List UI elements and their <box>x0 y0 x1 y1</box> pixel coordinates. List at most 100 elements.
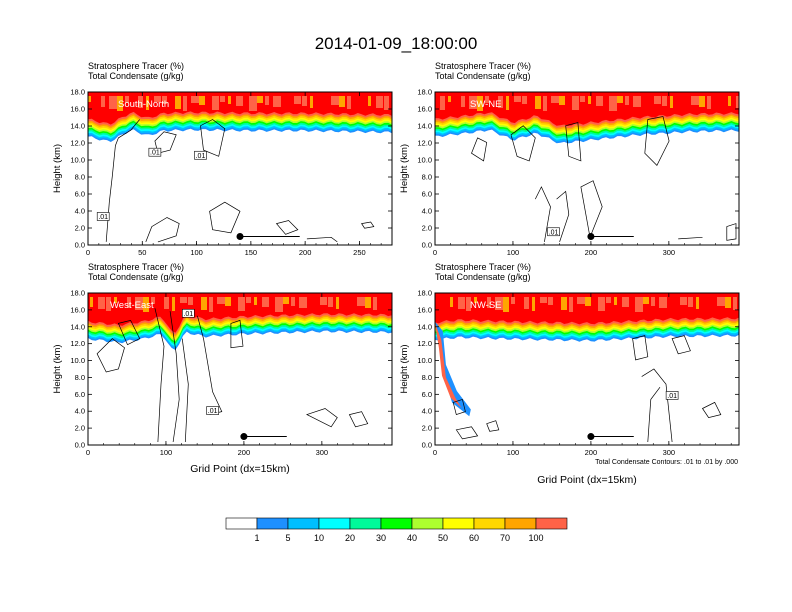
y-tick-label: 2.0 <box>422 224 432 233</box>
x-tick-label: 100 <box>507 448 520 457</box>
tracer-streak <box>294 96 301 104</box>
tracer-streak <box>320 297 327 305</box>
tracer-streak <box>699 96 705 107</box>
contour-line <box>200 119 226 157</box>
contour-label: .01 <box>667 393 677 400</box>
tracer-streak <box>188 297 193 305</box>
tracer-streak <box>109 96 117 109</box>
tracer-streak <box>696 297 699 309</box>
contour-line <box>632 335 649 361</box>
y-tick-label: 0.0 <box>75 441 85 450</box>
tracer-streak <box>588 96 591 104</box>
y-tick-label: 10.0 <box>417 156 432 165</box>
chart-panel: .01 0.0 2.0 4.0 6.0 8.0 10.0 12.0 14.0 16.0 18.0 0 1… <box>399 61 740 257</box>
tracer-streak <box>580 96 585 102</box>
tracer-streak <box>365 297 371 308</box>
tracer-streak <box>461 96 465 107</box>
y-tick-label: 16.0 <box>417 105 432 114</box>
tracer-streak <box>524 297 529 309</box>
contour-line <box>154 308 165 443</box>
y-tick-label: 0.0 <box>422 441 432 450</box>
condensate-contours <box>452 335 722 443</box>
tracer-streak <box>733 297 737 310</box>
y-tick-label: 18.0 <box>417 88 432 97</box>
y-tick-label: 10.0 <box>70 356 85 365</box>
tracer-streak <box>622 297 629 307</box>
location-dot <box>587 233 595 240</box>
tracer-streak <box>101 96 105 107</box>
tracer-streak <box>180 297 187 303</box>
tracer-streak <box>339 96 345 107</box>
panels: .01 .01 .01 0.0 2.0 4.0 6.0 8.0 10.0 12.0 14.0 16.0… <box>52 61 740 486</box>
contour-line <box>305 408 338 428</box>
contour-line <box>701 401 722 418</box>
tracer-streak <box>191 96 199 103</box>
y-tick-label: 6.0 <box>75 190 85 199</box>
tracer-streak <box>162 96 167 104</box>
contour-line <box>556 190 570 243</box>
contour-line <box>471 137 488 162</box>
y-axis-label: Height (km) <box>399 344 410 393</box>
x-tick-label: 200 <box>238 448 251 457</box>
intrusion-core <box>435 323 462 408</box>
colorbar-swatch <box>504 517 537 530</box>
contour-line <box>641 368 673 443</box>
chart-panel: .01 .01 0.0 2.0 4.0 6.0 8.0 10.0 12.0 14.0 16.0 18.… <box>52 262 393 475</box>
panel-title-line1: Stratosphere Tracer (%) <box>88 61 184 71</box>
contour-label-box <box>194 150 207 160</box>
contour-label-box <box>206 406 219 415</box>
tracer-streak <box>135 297 143 310</box>
tracer-streak <box>617 96 623 103</box>
tracer-streak <box>212 96 219 110</box>
colorbar-label: 20 <box>345 533 355 543</box>
tracer-streak <box>543 96 547 111</box>
panel-title-line2: Total Condensate (g/kg) <box>88 272 184 282</box>
contour-line <box>534 186 551 242</box>
tracer-streak <box>474 297 477 303</box>
y-tick-label: 4.0 <box>422 407 432 416</box>
tracer-streak <box>368 96 371 106</box>
x-tick-label: 0 <box>86 248 90 257</box>
tracer-streak <box>506 96 509 110</box>
tracer-streak <box>201 297 207 310</box>
plot-frame <box>434 91 740 246</box>
tracer-streak <box>688 297 693 307</box>
y-tick-label: 18.0 <box>417 289 432 298</box>
x-tick-label: 300 <box>316 448 329 457</box>
colorbar-swatch <box>318 517 351 530</box>
tracer-streak <box>551 96 559 103</box>
tracer-streak <box>328 297 333 307</box>
y-tick-label: 8.0 <box>75 173 85 182</box>
contour-label: .01 <box>150 150 160 157</box>
tracer-streak <box>90 297 93 307</box>
panel-title-line2: Total Condensate (g/kg) <box>88 71 184 81</box>
tracer-streak <box>138 96 143 108</box>
panel-title-line2: Total Condensate (g/kg) <box>435 71 531 81</box>
tracer-streak <box>164 297 169 309</box>
contour-line <box>275 220 299 235</box>
tracer-streak <box>495 297 503 310</box>
tracer-streak <box>450 297 453 307</box>
tracer-streak <box>680 297 687 305</box>
y-tick-label: 14.0 <box>70 122 85 131</box>
contour-label-box <box>96 212 110 221</box>
contour-label-box <box>182 308 195 318</box>
contour-line <box>580 180 603 239</box>
y-tick-label: 10.0 <box>417 356 432 365</box>
tracer-streak <box>635 297 643 312</box>
colorbar-swatch <box>473 517 506 530</box>
y-tick-label: 8.0 <box>422 373 432 382</box>
y-tick-label: 18.0 <box>70 88 85 97</box>
tracer-streak <box>183 96 187 111</box>
colorbar-swatch <box>256 517 289 530</box>
y-tick-label: 8.0 <box>75 373 85 382</box>
tracer-streak <box>535 96 541 109</box>
tracer-field <box>435 293 739 417</box>
contour-line <box>510 125 536 162</box>
contour-line <box>96 338 125 373</box>
tracer-streak <box>514 96 521 102</box>
tracer-streak <box>548 297 553 305</box>
contour-line <box>145 217 180 243</box>
tracer-streak <box>299 297 307 308</box>
contour-label: .01 <box>549 229 559 236</box>
